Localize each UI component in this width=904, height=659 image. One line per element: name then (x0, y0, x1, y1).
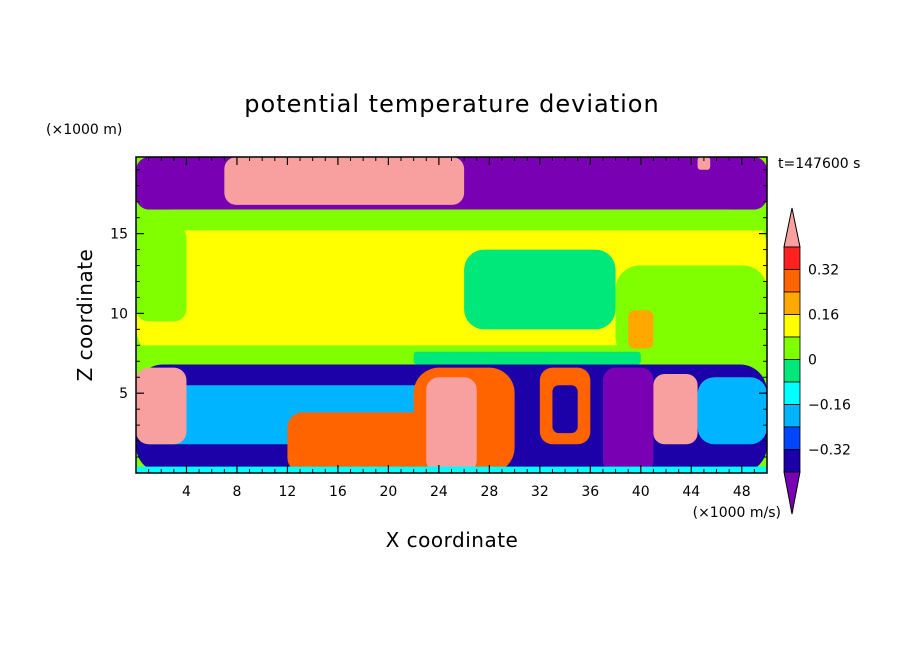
contour-region-13 (136, 367, 187, 445)
contour-region-2 (697, 157, 711, 170)
colorbar-swatch (783, 426, 801, 450)
x-axis-label: X coordinate (386, 528, 519, 552)
y-axis-label: Z coordinate (73, 249, 97, 382)
colorbar-swatch (783, 336, 801, 360)
x-tick-label: 16 (329, 484, 347, 500)
contour-region-1 (224, 157, 465, 205)
contour-region-14 (287, 412, 439, 473)
colorbar-label: 0.32 (808, 263, 839, 279)
x-tick-label: 8 (232, 484, 241, 500)
colorbar-label: −0.32 (808, 443, 851, 459)
x-tick-label: 40 (632, 484, 650, 500)
contour-region-6 (464, 249, 616, 330)
time-label: t=147600 s (778, 156, 860, 172)
chart-title: potential temperature deviation (244, 90, 659, 118)
x-tick-label: 28 (480, 484, 498, 500)
contour-region-5 (136, 225, 187, 322)
contour-region-16 (426, 377, 477, 473)
colorbar-top-arrow (783, 207, 801, 248)
y-tick-label: 10 (110, 306, 128, 322)
colorbar-swatch (783, 404, 801, 428)
colorbar-swatch (783, 269, 801, 293)
x-tick-label: 48 (733, 484, 751, 500)
colorbar-swatch (783, 314, 801, 338)
x-tick-label: 4 (182, 484, 191, 500)
x-tick-label: 44 (682, 484, 700, 500)
colorbar-swatch (783, 449, 801, 473)
colorbar-label: −0.16 (808, 398, 851, 414)
colorbar-bottom-arrow (783, 471, 801, 515)
contour-region-19 (602, 367, 654, 473)
colorbar-label: 0 (808, 353, 817, 369)
x-tick-label: 20 (379, 484, 397, 500)
contour-regions (136, 157, 767, 473)
contour-region-4 (136, 209, 767, 231)
colorbar-swatch (783, 381, 801, 405)
x-tick-label: 32 (531, 484, 549, 500)
x-tick-label: 12 (279, 484, 297, 500)
contour-region-10 (628, 310, 654, 349)
contour-region-21 (697, 377, 767, 445)
y-unit-label: (×1000 m) (46, 122, 122, 138)
colorbar-label: 0.16 (808, 308, 839, 324)
colorbar-swatch (783, 291, 801, 315)
x-tick-label: 36 (581, 484, 599, 500)
contour-region-20 (653, 374, 698, 445)
contour-region-18 (552, 385, 578, 434)
x-unit-label: (×1000 m/s) (693, 505, 781, 521)
y-tick-label: 5 (119, 386, 128, 402)
contour-region-9 (413, 351, 641, 365)
contour-region-3 (136, 209, 767, 365)
y-tick-label: 15 (110, 227, 128, 243)
colorbar: 0.32 0.16 0 −0.16 −0.32 (783, 207, 851, 515)
colorbar-swatch (783, 359, 801, 383)
x-tick-label: 24 (430, 484, 448, 500)
colorbar-swatch (783, 246, 801, 270)
